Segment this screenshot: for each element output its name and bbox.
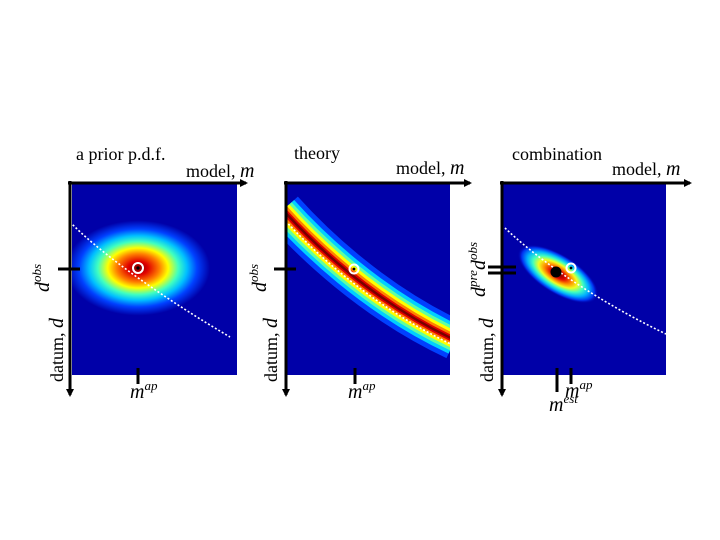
theory-curve <box>287 221 450 345</box>
combination-dpre-label: dpre <box>465 270 490 297</box>
theory-title: theory <box>294 143 340 163</box>
theory-dobs-label: dobs <box>246 264 271 292</box>
prior-y-label: datum, d <box>46 317 68 382</box>
theory-point-marker <box>348 263 360 275</box>
combination-heatmap <box>503 183 666 375</box>
panel-theory: theory model, m datum, d dobs map <box>246 143 472 403</box>
combination-prior-marker <box>565 262 577 274</box>
combination-dobs-label: dobs <box>465 242 490 270</box>
prior-point-marker <box>132 262 144 274</box>
prior-x-label: model, m <box>186 160 254 182</box>
theory-map-label: map <box>348 378 376 403</box>
combination-x-label: model, m <box>612 158 680 180</box>
combination-title: combination <box>512 144 602 164</box>
combination-prior-center <box>569 266 573 270</box>
panel-prior: a prior p.d.f. model, m datum, d dobs ma… <box>29 144 254 403</box>
theory-band-core <box>287 212 450 339</box>
panel-combination: combination model, m datum, d dpre dobs … <box>465 144 692 416</box>
combination-estimate-point <box>550 266 562 278</box>
combination-theory-curve <box>504 227 666 335</box>
prior-title: a prior p.d.f. <box>76 144 165 164</box>
prior-point-center <box>136 266 140 270</box>
prior-map-label: map <box>130 378 158 403</box>
prior-heatmap <box>72 183 237 375</box>
prior-theory-curve <box>72 222 231 338</box>
prior-dobs-label: dobs <box>29 264 54 292</box>
theory-point-center <box>352 267 356 271</box>
combination-map-label: map <box>565 377 593 402</box>
theory-y-label: datum, d <box>260 317 282 382</box>
combination-mest-label: mest <box>549 391 578 416</box>
combination-y-label: datum, d <box>476 317 498 382</box>
theory-x-label: model, m <box>396 157 464 179</box>
